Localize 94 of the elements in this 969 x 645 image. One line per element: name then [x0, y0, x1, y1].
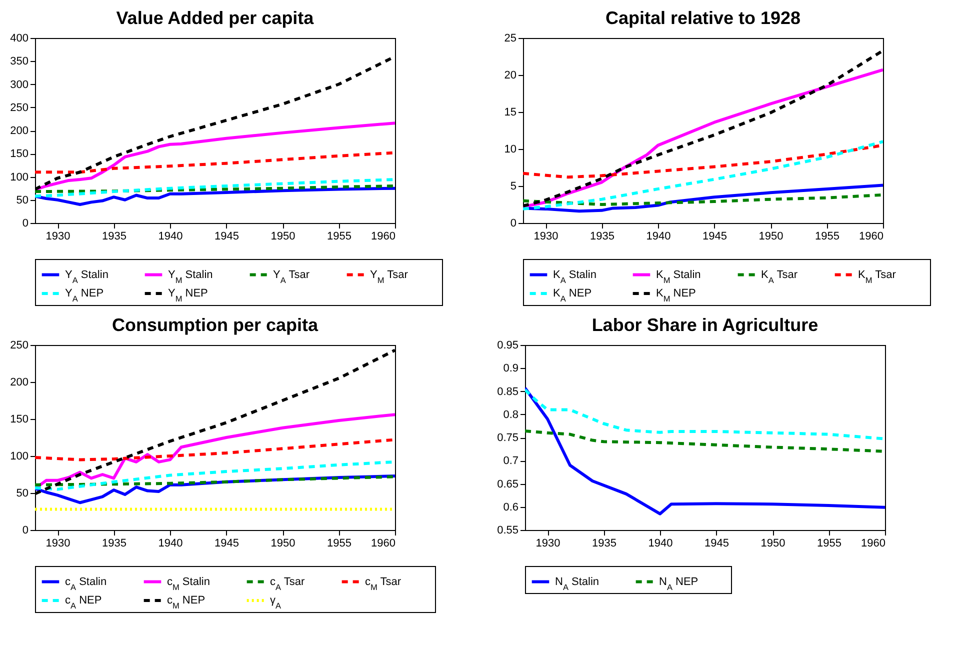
x-tick-label: 1945 — [214, 538, 239, 550]
x-tick-label: 1930 — [46, 230, 70, 242]
y-tick-label: 0.75 — [497, 432, 518, 444]
x-tick-label: 1960 — [861, 538, 886, 550]
legend-label: N$_{A}$ NEP — [659, 576, 698, 592]
y-tick-label: 0.85 — [497, 386, 518, 398]
line-series — [35, 122, 395, 192]
y-tick-label: 5 — [510, 180, 516, 192]
x-tick-label: 1945 — [214, 230, 239, 242]
legend-label: K$_{A}$ NEP — [553, 288, 592, 303]
y-tick-label: 400 — [10, 32, 28, 44]
x-tick-label: 1940 — [646, 230, 671, 242]
chart-title: Value Added per capita — [116, 8, 315, 28]
legend-label: K$_{M}$ Stalin — [656, 268, 701, 284]
line-series — [35, 151, 395, 174]
x-tick-label: 1935 — [590, 230, 614, 242]
line-series — [523, 193, 883, 206]
legend-label: c$_{A}$ Stalin — [65, 576, 107, 592]
legend-label: K$_{A}$ Stalin — [553, 268, 596, 284]
legend-label: c$_{M}$ Tsar — [365, 576, 402, 592]
y-tick-label: 20 — [504, 70, 516, 82]
x-tick-label: 1940 — [158, 538, 183, 550]
legend-label: γ$_{A}$ — [270, 594, 282, 610]
y-tick-label: 100 — [10, 450, 28, 462]
y-tick-label: 300 — [10, 78, 28, 91]
y-tick-label: 0.65 — [497, 478, 518, 490]
y-tick-label: 0.55 — [497, 524, 518, 536]
y-tick-label: 150 — [10, 148, 28, 160]
legend-label: K$_{M}$ NEP — [656, 288, 696, 303]
x-tick-label: 1930 — [46, 538, 70, 550]
legend-label: c$_{A}$ Tsar — [270, 576, 305, 592]
y-tick-label: 200 — [10, 125, 28, 137]
y-tick-label: 0.8 — [503, 408, 518, 421]
y-tick-label: 350 — [10, 56, 28, 68]
y-tick-label: 150 — [10, 414, 28, 426]
line-series — [525, 386, 885, 516]
x-tick-label: 1935 — [102, 230, 126, 242]
y-tick-label: 50 — [16, 488, 28, 500]
legend-label: Y$_{M}$ NEP — [168, 288, 208, 303]
y-tick-label: 0.95 — [497, 340, 518, 352]
legend-label: Y$_{M}$ Tsar — [370, 268, 408, 284]
line-series — [35, 475, 395, 486]
x-tick-label: 1940 — [648, 538, 673, 550]
x-tick-label: 1930 — [536, 538, 560, 550]
y-tick-label: 0.9 — [503, 362, 518, 375]
y-tick-label: 0 — [22, 524, 28, 536]
x-tick-label: 1945 — [702, 230, 727, 242]
x-tick-label: 1945 — [704, 538, 729, 550]
x-tick-label: 1930 — [534, 230, 558, 242]
x-tick-label: 1960 — [859, 230, 884, 242]
y-tick-label: 250 — [10, 340, 28, 352]
legend-label: c$_{A}$ NEP — [65, 594, 102, 610]
legend-label: K$_{A}$ Tsar — [761, 268, 798, 284]
x-tick-label: 1955 — [817, 538, 842, 550]
legend-label: c$_{M}$ NEP — [167, 594, 206, 610]
x-tick-label: 1960 — [371, 538, 396, 550]
line-series — [35, 178, 395, 198]
y-tick-label: 0 — [510, 218, 516, 230]
x-tick-label: 1950 — [760, 538, 786, 550]
legend-label: Y$_{A}$ Stalin — [65, 268, 108, 284]
y-tick-label: 200 — [10, 376, 28, 388]
legend-label: Y$_{A}$ Tsar — [273, 268, 310, 284]
x-tick-label: 1950 — [758, 230, 784, 242]
line-series — [525, 388, 885, 440]
y-tick-label: 25 — [504, 32, 516, 44]
x-tick-label: 1960 — [371, 230, 396, 242]
y-tick-label: 100 — [10, 171, 28, 184]
x-tick-label: 1950 — [270, 230, 296, 242]
y-tick-label: 0.6 — [503, 501, 518, 514]
line-series — [35, 186, 395, 206]
x-tick-label: 1940 — [158, 230, 183, 242]
x-tick-label: 1935 — [592, 538, 616, 550]
x-tick-label: 1950 — [270, 538, 296, 550]
legend-label: Y$_{M}$ Stalin — [168, 268, 213, 284]
legend-label: N$_{A}$ Stalin — [555, 576, 600, 592]
line-series — [523, 140, 883, 210]
y-tick-label: 0.7 — [503, 455, 518, 468]
chart-title: Capital relative to 1928 — [605, 8, 801, 28]
y-tick-label: 0 — [22, 218, 28, 230]
y-tick-label: 50 — [16, 194, 28, 206]
y-tick-label: 15 — [504, 106, 516, 118]
x-tick-label: 1955 — [815, 230, 840, 242]
x-tick-label: 1955 — [327, 538, 352, 550]
chart-title: Consumption per capita — [112, 315, 319, 335]
y-tick-label: 10 — [504, 144, 516, 156]
x-tick-label: 1935 — [102, 538, 126, 550]
legend-label: Y$_{A}$ NEP — [65, 288, 104, 303]
legend-label: K$_{M}$ Tsar — [858, 268, 896, 284]
x-tick-label: 1955 — [327, 230, 352, 242]
legend-label: c$_{M}$ Stalin — [167, 576, 210, 592]
chart-title: Labor Share in Agriculture — [592, 315, 818, 335]
line-series — [525, 430, 885, 453]
line-series — [35, 438, 395, 462]
y-tick-label: 250 — [10, 102, 28, 114]
